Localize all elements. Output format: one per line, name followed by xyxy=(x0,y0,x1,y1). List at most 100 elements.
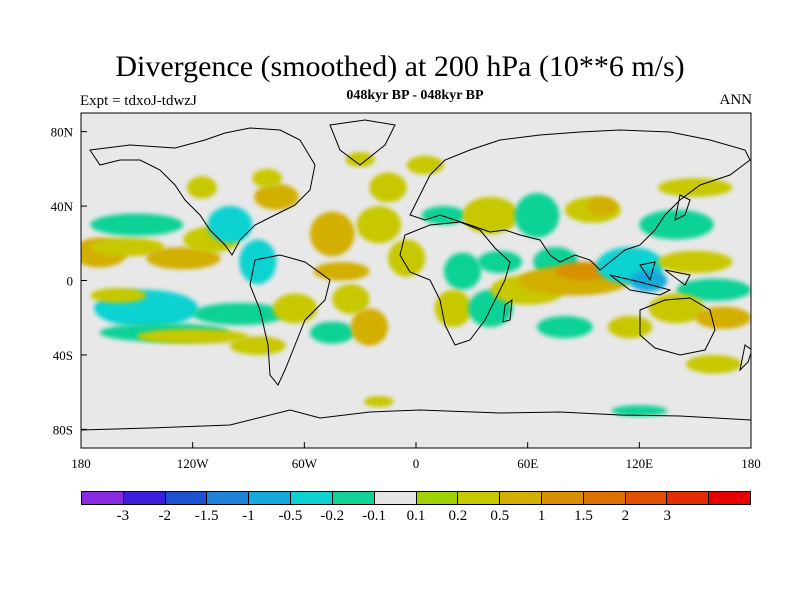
field-patch xyxy=(657,250,733,274)
y-tick-label: 0 xyxy=(67,274,74,289)
field-patch xyxy=(332,284,370,314)
colorbar-tick-label: 1 xyxy=(537,508,546,524)
colorbar-swatch xyxy=(625,492,668,504)
y-tick-label: 80N xyxy=(51,125,74,140)
field-patch xyxy=(90,237,165,257)
field-patch xyxy=(477,250,523,274)
colorbar-tick-label: 0.1 xyxy=(406,508,426,524)
x-tick-label: 120W xyxy=(177,456,210,471)
field-patch xyxy=(192,302,286,326)
colorbar-swatch xyxy=(709,492,750,504)
experiment-label: Expt = tdxoJ-tdwzJ xyxy=(80,93,197,109)
field-patch xyxy=(252,168,282,188)
colorbar-tick-label: 1.5 xyxy=(574,508,593,524)
y-tick-label: 40S xyxy=(53,348,73,363)
coastline-africa xyxy=(399,221,511,346)
colorbar-swatch xyxy=(123,492,166,504)
field-patch xyxy=(345,152,376,167)
field-patch xyxy=(657,178,733,197)
field-patch xyxy=(363,395,394,408)
colorbar-swatch xyxy=(500,492,542,504)
field-patch xyxy=(90,213,184,236)
x-tick-label: 60W xyxy=(292,456,318,471)
field-patch xyxy=(146,246,221,270)
y-tick-label: 40N xyxy=(51,199,74,214)
colorbar-swatch xyxy=(82,492,124,504)
colorbar-swatch xyxy=(249,492,292,504)
coastline-indonesia xyxy=(609,261,691,296)
colorbar-tick-label: 0.2 xyxy=(448,508,468,524)
coastline-greenland xyxy=(329,119,396,166)
colorbar-swatch xyxy=(416,492,459,504)
coastlines xyxy=(81,119,751,431)
field-patch xyxy=(685,354,742,374)
colorbar-swatch xyxy=(207,492,250,504)
x-tick-label: 120E xyxy=(626,456,654,471)
coastline-new-zealand xyxy=(739,344,751,372)
coastline-eurasia xyxy=(409,129,751,271)
colorbar-swatch xyxy=(374,492,417,504)
field-patch xyxy=(695,306,751,329)
field-patch xyxy=(630,269,668,292)
field-patch xyxy=(462,196,519,234)
colorbar-tick-label: -1 xyxy=(242,508,255,524)
chart-title: Divergence (smoothed) at 200 hPa (10**6 … xyxy=(115,50,685,83)
field-patch xyxy=(676,278,751,301)
field-patch xyxy=(356,206,402,244)
field-patch xyxy=(587,196,617,216)
colorbar xyxy=(81,491,751,505)
field-patch xyxy=(434,289,472,328)
map-axis-ticks: 180 120W 60W 0 60E 120E 180 80N 40N 0 40S 80S xyxy=(51,125,761,471)
field-patch xyxy=(309,321,355,344)
colorbar-tick-label: -2 xyxy=(158,508,172,524)
colorbar-swatch xyxy=(458,492,501,504)
colorbar-swatch xyxy=(165,492,208,504)
field-patch xyxy=(309,211,355,257)
field-patch xyxy=(239,239,277,285)
x-tick-label: 60E xyxy=(517,456,538,471)
x-tick-label: 180 xyxy=(741,456,761,471)
colorbar-tick-label: -0.5 xyxy=(278,508,303,524)
colorbar-tick-label: 3 xyxy=(663,508,672,524)
coastline-north-america xyxy=(89,127,316,256)
field-patch xyxy=(90,287,147,303)
divergence-field xyxy=(81,152,751,417)
field-patch xyxy=(136,328,249,344)
coastline-antarctica xyxy=(81,409,751,431)
colorbar-swatch xyxy=(583,492,626,504)
field-patch xyxy=(350,308,389,346)
coastline-madagascar xyxy=(502,298,513,323)
colorbar-swatch xyxy=(291,492,333,504)
y-tick-label: 80S xyxy=(53,422,73,437)
period-label: 048kyr BP - 048kyr BP xyxy=(346,88,484,103)
x-tick-label: 180 xyxy=(71,456,91,471)
field-patch xyxy=(187,176,217,199)
field-patch xyxy=(369,172,407,203)
x-tick-label: 0 xyxy=(413,456,420,471)
coastline-japan xyxy=(674,194,691,221)
field-patch xyxy=(272,293,318,324)
coastline-south-america xyxy=(249,254,331,386)
colorbar-tick-label: 2 xyxy=(621,508,630,524)
coastline-australia xyxy=(639,297,716,356)
field-patch xyxy=(406,155,444,175)
field-patch xyxy=(313,261,370,281)
colorbar-tick-label: -0.2 xyxy=(320,508,345,524)
field-patch xyxy=(254,183,299,210)
field-patch xyxy=(607,315,653,339)
colorbar-tick-label: 0.5 xyxy=(490,508,510,524)
colorbar-swatch xyxy=(541,492,584,504)
field-patch xyxy=(611,405,668,417)
colorbar-tick-label: -3 xyxy=(116,508,130,524)
colorbar-swatch xyxy=(667,492,710,504)
colorbar-tick-label: -1.5 xyxy=(194,508,219,524)
field-patch xyxy=(443,252,482,290)
season-label: ANN xyxy=(719,92,753,108)
field-patch xyxy=(514,193,560,238)
colorbar-swatch xyxy=(332,492,375,504)
field-patch xyxy=(536,315,593,339)
field-patch xyxy=(639,209,714,240)
colorbar-tick-label: -0.1 xyxy=(362,508,386,524)
field-patch xyxy=(207,206,253,244)
